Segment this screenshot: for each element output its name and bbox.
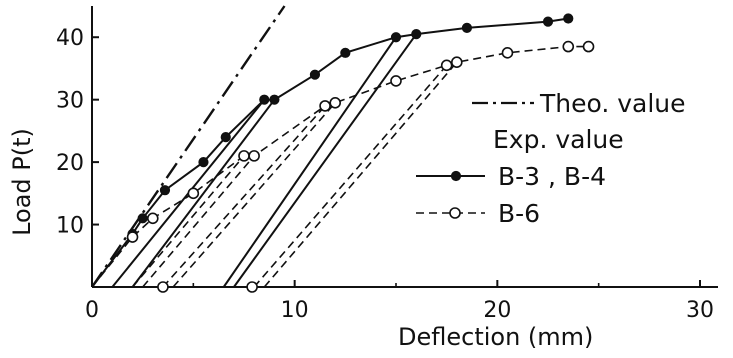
point-b-3-b-4-6 <box>259 94 270 105</box>
point-b-6-13 <box>582 40 595 53</box>
point-b-6-9 <box>440 59 453 72</box>
reload-line-5 <box>142 155 255 288</box>
legend-b34-label: B-3 , B-4 <box>498 162 606 191</box>
point-b-6-12 <box>562 40 575 53</box>
point-b-6-3 <box>187 187 200 200</box>
x-tick-label-0: 0 <box>85 298 99 323</box>
point-b-6-6 <box>319 100 331 112</box>
legend-b6-label: B-6 <box>498 199 540 228</box>
point-b-3-b-4-12 <box>461 22 473 33</box>
point-b-6-4 <box>238 150 250 162</box>
x-tick-label-1: 10 <box>281 298 309 323</box>
reload-line-8 <box>253 64 448 288</box>
point-b-6-2 <box>147 212 159 225</box>
point-b-6-5 <box>248 150 260 162</box>
x-tick-label-2: 20 <box>483 298 511 323</box>
y-tick-label-0: 10 <box>56 214 84 239</box>
reload-lines <box>111 33 458 288</box>
reload-line-7 <box>172 102 336 288</box>
legend-b34-marker <box>450 170 462 182</box>
y-tick-label-1: 20 <box>56 151 84 176</box>
point-b-6-1 <box>126 231 139 243</box>
legend-theo-label: Theo. value <box>539 89 686 118</box>
x-axis-label: Deflection (mm) <box>398 323 593 351</box>
y-tick-label-2: 30 <box>56 89 84 114</box>
point-b-6-10 <box>450 56 463 69</box>
zero-load-point-0 <box>157 281 169 293</box>
point-b-3-b-4-7 <box>269 94 280 105</box>
reload-line-1 <box>131 99 276 288</box>
reload-line-9 <box>263 61 458 288</box>
point-b-3-b-4-5 <box>220 132 231 143</box>
reload-line-3 <box>233 33 418 288</box>
reload-line-6 <box>162 105 326 288</box>
point-b-6-11 <box>501 47 514 59</box>
y-tick-label-3: 40 <box>56 26 84 51</box>
reload-line-4 <box>131 155 245 288</box>
point-b-3-b-4-4 <box>198 157 209 168</box>
legend-b6-marker <box>449 207 461 219</box>
x-tick-label-3: 30 <box>686 298 714 323</box>
axes <box>91 6 718 288</box>
series-markers <box>126 13 595 293</box>
point-b-3-b-4-10 <box>390 32 402 43</box>
point-b-3-b-4-3 <box>159 185 171 196</box>
point-b-3-b-4-13 <box>542 16 554 27</box>
legend: Theo. value Exp. value B-3 , B-4 B-6 <box>416 89 686 228</box>
legend-exp-heading: Exp. value <box>493 125 624 154</box>
series-line-theo-value <box>91 5 286 288</box>
zero-load-point-1 <box>246 281 258 293</box>
point-b-6-7 <box>329 96 342 109</box>
point-b-6-8 <box>390 75 402 87</box>
point-b-3-b-4-9 <box>340 47 351 58</box>
reload-line-2 <box>222 36 397 288</box>
tick-labels: 0 10 20 30 10 20 30 40 <box>56 26 714 323</box>
point-b-3-b-4-8 <box>309 69 321 80</box>
y-axis-label: Load P(t) <box>8 128 36 236</box>
point-b-3-b-4-2 <box>137 213 148 224</box>
point-b-3-b-4-11 <box>411 28 422 40</box>
point-b-3-b-4-14 <box>563 13 574 24</box>
